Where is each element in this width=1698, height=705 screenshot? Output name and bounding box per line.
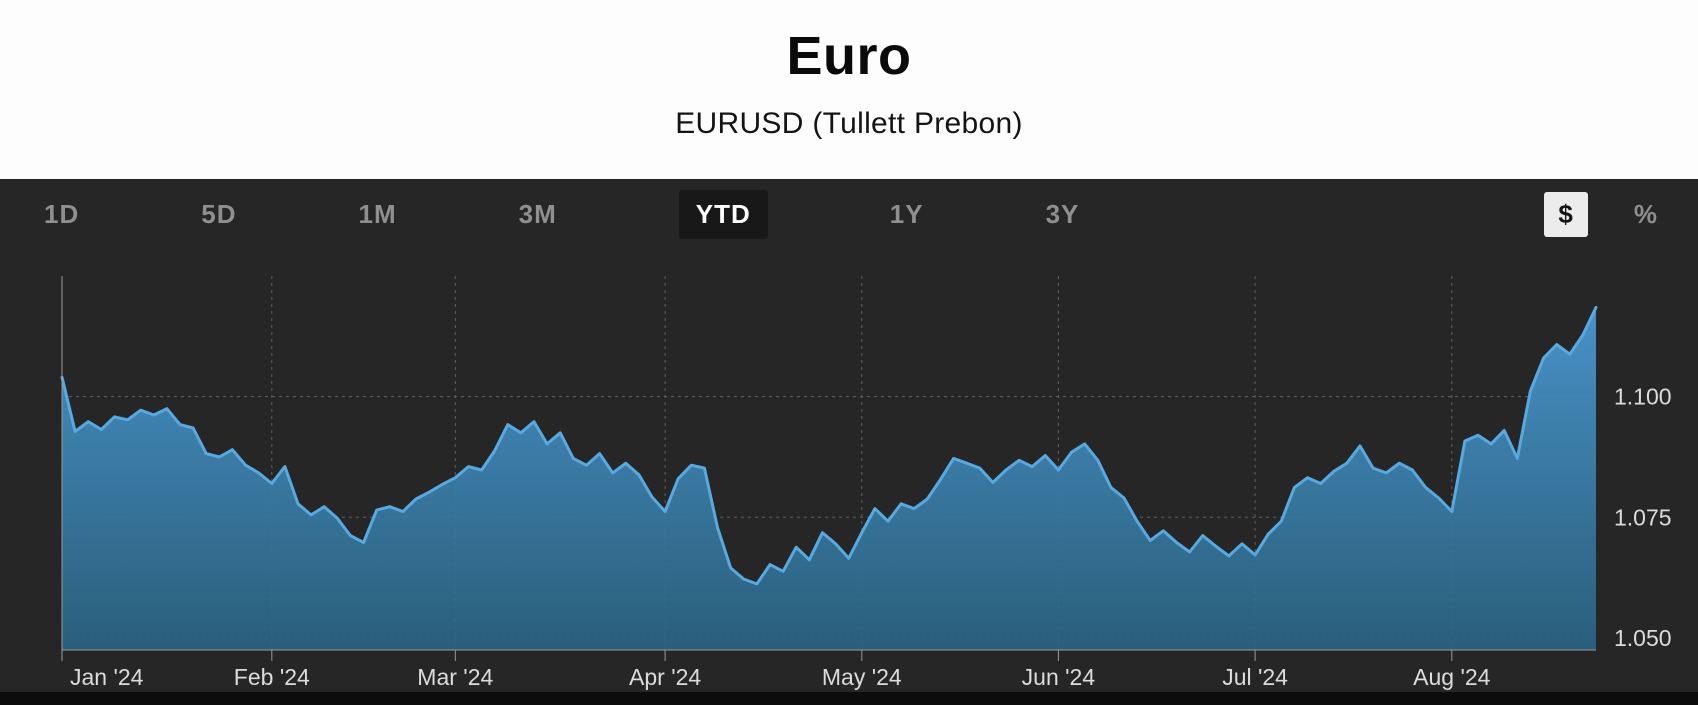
range-button-5d[interactable]: 5D (201, 199, 237, 229)
range-button-3m[interactable]: 3M (518, 199, 557, 229)
instrument-title: Euro (786, 26, 912, 86)
range-button-3y[interactable]: 3Y (1045, 199, 1080, 229)
range-button-1d[interactable]: 1D (44, 199, 80, 229)
range-button-1m[interactable]: 1M (358, 199, 397, 229)
chart-panel: 1D 5D 1M 3M YTD 1Y 3Y $% Jan '24 Feb '24 Mar '24… (0, 179, 1698, 705)
x-axis-label: May '24 (822, 664, 902, 690)
percent-toggle-button[interactable]: % (1633, 199, 1658, 229)
unit-toggle: $% (1544, 192, 1658, 237)
instrument-subtitle: EURUSD (Tullett Prebon) (675, 106, 1023, 140)
chart-toolbar: 1D 5D 1M 3M YTD 1Y 3Y $% (0, 179, 1698, 250)
y-axis-label: 1.075 (1614, 504, 1672, 530)
price-line (60, 305, 1598, 586)
price-area (62, 307, 1596, 650)
x-axis-label: Aug '24 (1413, 664, 1490, 690)
y-axis-label: 1.100 (1614, 384, 1672, 410)
chart-header: Euro EURUSD (Tullett Prebon) (0, 0, 1698, 179)
bottom-bar (0, 692, 1698, 705)
price-chart[interactable]: Jan '24 Feb '24 Mar '24 Apr '24 May '24 Jun '… (0, 250, 1698, 705)
x-axis-label: Feb '24 (234, 664, 310, 690)
x-axis-label: Jan '24 (70, 664, 144, 690)
range-button-1y[interactable]: 1Y (889, 199, 924, 229)
range-selector: 1D 5D 1M 3M YTD 1Y 3Y (44, 190, 1079, 239)
x-axis-label: Jun '24 (1022, 664, 1096, 690)
x-axis-label: Jul '24 (1222, 664, 1288, 690)
dollar-toggle-button[interactable]: $ (1544, 192, 1588, 237)
y-axis-label: 1.050 (1614, 625, 1672, 651)
x-axis-label: Apr '24 (629, 664, 701, 690)
x-axis-label: Mar '24 (417, 664, 493, 690)
range-button-ytd[interactable]: YTD (678, 190, 768, 239)
